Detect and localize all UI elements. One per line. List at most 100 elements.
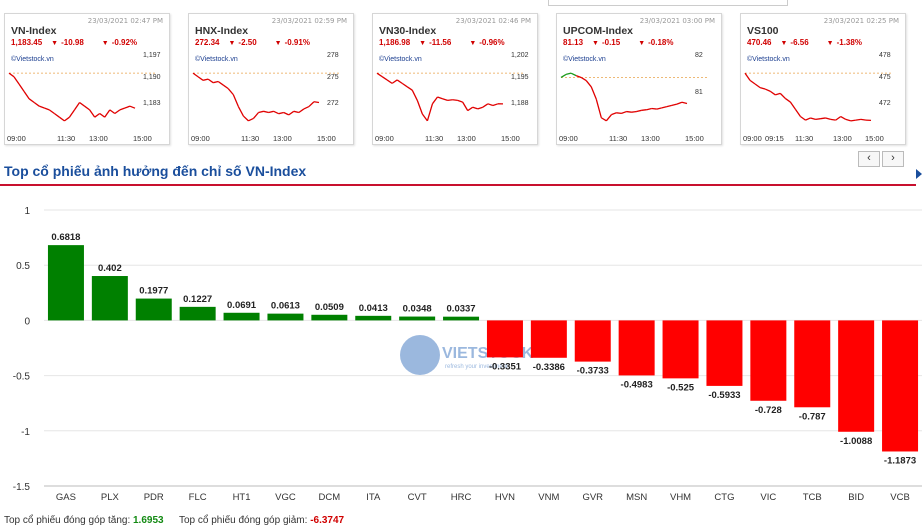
card-value: 470.46 [747, 38, 772, 47]
bar-vcb [882, 320, 919, 452]
card-sparkline [744, 72, 891, 122]
sparkline-segment [416, 100, 423, 115]
card-sparkline [376, 72, 523, 122]
sparkline-segment [800, 115, 806, 121]
card-xtick: 09:00 [7, 134, 26, 143]
card-xtick: 09:15 [765, 134, 784, 143]
index-card-vn30-index[interactable]: 23/03/2021 02:46 PM VN30-Index 1,186.98 ▼ -1… [372, 13, 538, 145]
bar-value-label: -0.3351 [489, 361, 522, 372]
index-card-vs100[interactable]: 23/03/2021 02:25 PM VS100 470.46 ▼ -6.56 ▼ -1.… [740, 13, 906, 145]
y-tick-label: -1 [21, 427, 30, 438]
card-index-name: HNX-Index [195, 25, 249, 37]
bar-msn [618, 320, 655, 376]
x-tick-label: GVR [582, 492, 603, 503]
x-tick-label: MSN [626, 492, 647, 503]
down-arrow-icon: ▼ [419, 40, 427, 47]
card-pct: -0.91% [284, 38, 310, 47]
sparkline-segment [789, 101, 796, 110]
card-xtick: 13:00 [457, 134, 476, 143]
x-tick-label: PLX [101, 492, 120, 503]
sparkline-segment [815, 118, 821, 121]
sparkline-segment [437, 96, 443, 100]
bar-value-label: 0.0348 [403, 304, 432, 315]
card-ytick: 478 [879, 52, 891, 59]
sparkline-segment [288, 110, 295, 116]
card-ytick: 1,188 [511, 100, 529, 107]
card-xtick: 13:00 [833, 134, 852, 143]
card-sparkline [8, 72, 155, 122]
footer-summary: Top cổ phiếu đóng góp tăng: 1.6953 Top c… [4, 515, 344, 526]
bar-cvt [399, 316, 436, 321]
x-tick-label: DCM [319, 492, 341, 503]
card-xtick: 13:00 [641, 134, 660, 143]
sparkline-segment [850, 119, 856, 122]
x-tick-label: GAS [56, 492, 76, 503]
card-xtick: 15:00 [865, 134, 884, 143]
index-card-upcom-index[interactable]: 23/03/2021 03:00 PM UPCOM-Index 81.13 ▼ -0.1… [556, 13, 722, 145]
sparkline-segment [676, 101, 683, 105]
x-tick-label: HRC [451, 492, 472, 503]
sparkline-segment [192, 72, 199, 78]
sparkline-segment [845, 118, 852, 122]
card-brand: ©Vietstock.vn [11, 56, 54, 63]
card-pct: -1.38% [836, 38, 862, 47]
card-pct: -0.92% [111, 38, 138, 47]
bar-value-label: 0.0509 [315, 302, 344, 313]
section-title: Top cổ phiếu ảnh hưởng đến chỉ số VN-Ind… [4, 163, 307, 179]
card-sparkline [560, 72, 707, 122]
sparkline-segment [805, 117, 811, 121]
sparkline-segment [477, 106, 484, 110]
sparkline-segment [646, 107, 652, 111]
sparkline-segment [565, 72, 572, 76]
sparkline-segment [452, 99, 458, 102]
card-xtick: 09:00 [743, 134, 762, 143]
bar-value-label: 0.0413 [359, 303, 388, 314]
index-card-hnx-index[interactable]: 23/03/2021 02:59 PM HNX-Index 272.34 ▼ -2.50… [188, 13, 354, 145]
x-tick-label: CVT [408, 492, 427, 503]
section-arrow-icon[interactable] [916, 169, 922, 179]
card-xtick: 13:00 [89, 134, 108, 143]
sparkline-segment [830, 118, 836, 121]
sparkline-segment [283, 111, 290, 116]
sparkline-segment [744, 72, 751, 81]
bar-value-label: 0.0337 [447, 304, 476, 315]
sparkline-segment [129, 105, 136, 109]
sparkline-segment [217, 80, 224, 86]
bar-plx [91, 276, 128, 321]
sparkline-segment [222, 84, 229, 90]
sparkline-segment [651, 107, 657, 110]
down-arrow-icon: ▼ [780, 40, 788, 47]
pager-prev-button[interactable]: ‹ [858, 151, 880, 167]
sparkline-segment [119, 107, 126, 111]
sparkline-segment [293, 110, 299, 114]
card-value: 1,183.45 [11, 38, 43, 47]
card-change: -6.56 [790, 38, 809, 47]
card-values: 81.13 ▼ -0.15 ▼ -0.18% [563, 38, 692, 47]
y-tick-label: 0 [24, 316, 30, 327]
sparkline-segment [303, 105, 310, 110]
y-tick-label: 0.5 [16, 261, 30, 272]
bar-dcm [311, 314, 348, 321]
sparkline-segment [810, 117, 816, 121]
index-card-vn-index[interactable]: 23/03/2021 02:47 PM VN-Index 1,183.45 ▼ -10.… [4, 13, 170, 145]
bar-value-label: 0.0691 [227, 300, 257, 311]
sparkline-segment [825, 117, 831, 121]
card-timestamp: 23/03/2021 02:25 PM [823, 17, 899, 25]
sparkline-segment [39, 105, 45, 109]
sparkline-segment [84, 105, 91, 111]
sparkline-segment [860, 118, 867, 121]
sparkline-segment [570, 72, 577, 77]
sparkline-segment [754, 83, 761, 89]
bar-vhm [662, 320, 699, 379]
bar-gvr [574, 320, 611, 362]
watermark-tagline: refresh your investment [445, 364, 508, 370]
influence-bar-chart: 10.50-0.5-1-1.5VIETSTOCKrefresh your inv… [13, 206, 922, 503]
card-change: -11.56 [429, 38, 452, 47]
sparkline-segment [13, 76, 20, 85]
pager-next-button[interactable]: › [882, 151, 904, 167]
card-index-name: VN30-Index [379, 25, 437, 37]
sparkline-segment [268, 110, 274, 114]
sparkline-segment [252, 112, 260, 119]
down-arrow-icon: ▼ [638, 40, 646, 47]
card-index-name: VN-Index [11, 25, 57, 37]
